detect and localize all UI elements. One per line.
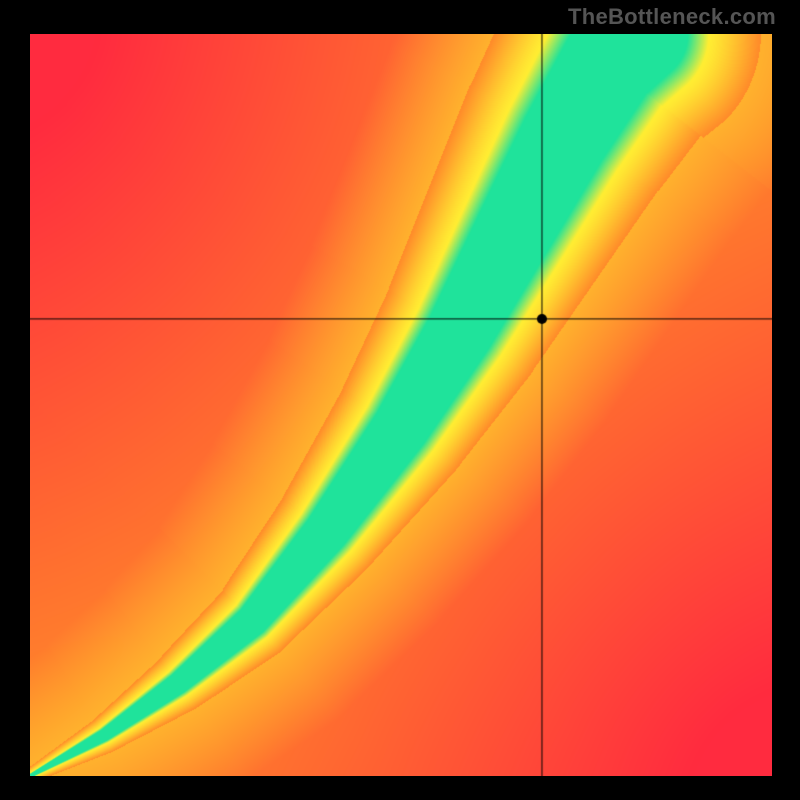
heatmap-canvas [30, 34, 772, 776]
heatmap-plot [30, 34, 772, 776]
attribution-text: TheBottleneck.com [568, 4, 776, 30]
